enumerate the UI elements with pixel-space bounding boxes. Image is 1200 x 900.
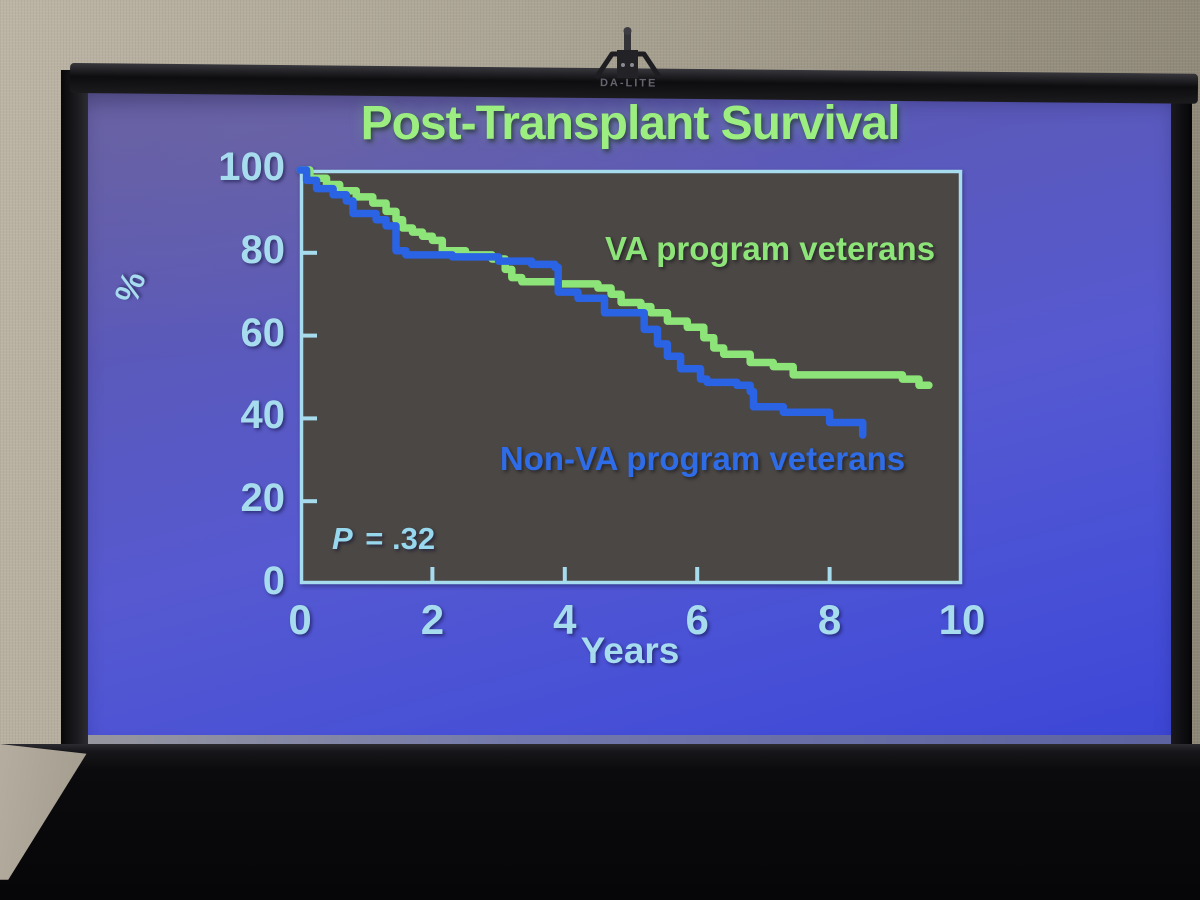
p-value-annotation: P = .32 (332, 521, 435, 557)
p-symbol: P (332, 521, 353, 556)
y-tick-label: 40 (240, 393, 286, 438)
screen-hanging-bracket-icon (593, 27, 663, 80)
survival-curve-non-va (296, 166, 867, 439)
skirted-table (0, 744, 1200, 900)
series-label-non-va-program: Non-VA program veterans (499, 440, 906, 477)
screen-frame-left-bar (61, 70, 88, 748)
x-tick-label: 4 (553, 596, 577, 643)
x-axis-title: Years (580, 630, 680, 671)
x-tick-label: 6 (685, 596, 709, 643)
survival-curve-va (296, 166, 933, 390)
y-tick-label: 100 (218, 145, 285, 189)
y-tick-label: 20 (240, 476, 286, 521)
y-tick-label: 0 (262, 559, 285, 603)
x-tick-label: 8 (817, 596, 842, 643)
screen-frame-right-bar (1171, 82, 1192, 746)
x-tick-label: 0 (288, 596, 312, 643)
slide-title: Post-Transplant Survival (360, 97, 901, 150)
x-tick-label: 10 (938, 596, 986, 643)
y-tick-label: 80 (240, 227, 286, 272)
survival-chart-plot (296, 166, 963, 585)
y-tick-label: 60 (240, 310, 286, 355)
x-tick-label: 2 (420, 596, 445, 643)
series-label-va-program: VA program veterans (604, 230, 936, 267)
p-value-text: = .32 (356, 521, 436, 556)
screen-bottom-edge (86, 735, 1172, 745)
